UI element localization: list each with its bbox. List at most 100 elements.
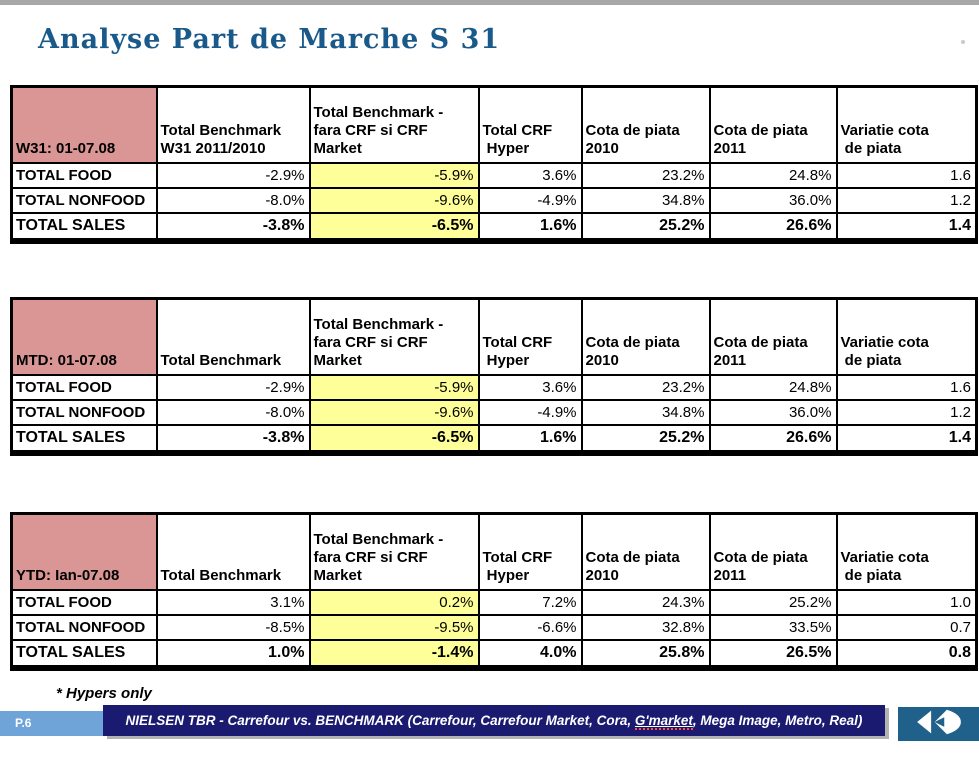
column-header: Total Benchmark - fara CRF si CRF Market: [308, 85, 480, 164]
carrefour-logo-bar: [898, 707, 979, 741]
data-cell: 3.6%: [477, 161, 583, 189]
data-cell: 25.2%: [580, 211, 711, 242]
row-label: TOTAL FOOD: [10, 373, 158, 401]
data-cell: 36.0%: [708, 398, 838, 426]
data-cell: 3.1%: [155, 588, 311, 616]
banner-text-gmarket: G'market: [634, 713, 693, 730]
column-header: Total Benchmark: [155, 512, 311, 591]
data-cell: -8.5%: [155, 613, 311, 641]
row-label: TOTAL NONFOOD: [10, 613, 158, 641]
table-row: TOTAL FOOD -2.9% -5.9% 3.6% 23.2% 24.8% 1.6: [10, 373, 978, 401]
data-cell: 26.5%: [708, 638, 838, 669]
column-header: Total CRF Hyper: [477, 512, 583, 591]
row-label: TOTAL FOOD: [10, 161, 158, 189]
data-cell: 0.2%: [308, 588, 480, 616]
data-cell: 0.7: [835, 613, 978, 641]
data-cell: -5.9%: [308, 161, 480, 189]
row-label: TOTAL FOOD: [10, 588, 158, 616]
data-cell: 3.6%: [477, 373, 583, 401]
table-w31: W31: 01-07.08 Total Benchmark W31 2011/20…: [10, 85, 978, 244]
data-cell: 1.0: [835, 588, 978, 616]
column-header: Total Benchmark - fara CRF si CRF Market: [308, 512, 480, 591]
data-cell: 32.8%: [580, 613, 711, 641]
top-border-strip: [0, 0, 979, 5]
table-ytd: YTD: Ian-07.08 Total Benchmark Total Bench…: [10, 512, 978, 671]
stray-mark: [961, 40, 965, 44]
data-cell: 25.2%: [708, 588, 838, 616]
data-cell: 25.2%: [580, 423, 711, 454]
data-cell: -5.9%: [308, 373, 480, 401]
data-cell: 34.8%: [580, 186, 711, 214]
table-row: TOTAL NONFOOD -8.5% -9.5% -6.6% 32.8% 33.5% 0.…: [10, 613, 978, 641]
data-cell: 1.2: [835, 398, 978, 426]
page-number: P.6: [15, 716, 32, 730]
data-cell: -6.6%: [477, 613, 583, 641]
column-header: Cota de piata 2010: [580, 297, 711, 376]
market-share-table: W31: 01-07.08 Total Benchmark W31 2011/20…: [10, 85, 978, 244]
column-header: Total Benchmark - fara CRF si CRF Market: [308, 297, 480, 376]
column-header: Total CRF Hyper: [477, 85, 583, 164]
table-row: TOTAL FOOD 3.1% 0.2% 7.2% 24.3% 25.2% 1.0: [10, 588, 978, 616]
data-cell: 24.8%: [708, 161, 838, 189]
data-cell: 1.4: [835, 423, 978, 454]
footnote-hypers-only: * Hypers only: [56, 685, 152, 702]
column-header: Cota de piata 2011: [708, 512, 838, 591]
column-header: Variatie cota de piata: [835, 512, 978, 591]
table-row: TOTAL SALES -3.8% -6.5% 1.6% 25.2% 26.6% 1.4: [10, 423, 978, 454]
market-share-table: YTD: Ian-07.08 Total Benchmark Total Bench…: [10, 512, 978, 671]
data-cell: 34.8%: [580, 398, 711, 426]
data-cell: 25.8%: [580, 638, 711, 669]
column-header: Cota de piata 2010: [580, 512, 711, 591]
period-cell: YTD: Ian-07.08: [10, 512, 158, 591]
banner-text-suffix: , Mega Image, Metro, Real): [692, 713, 863, 728]
row-label: TOTAL NONFOOD: [10, 186, 158, 214]
data-cell: 23.2%: [580, 373, 711, 401]
data-cell: -9.6%: [308, 398, 480, 426]
data-cell: -9.6%: [308, 186, 480, 214]
table-row: TOTAL SALES -3.8% -6.5% 1.6% 25.2% 26.6% 1.4: [10, 211, 978, 242]
data-cell: 1.0%: [155, 638, 311, 669]
carrefour-logo-icon: [915, 708, 963, 741]
data-cell: 4.0%: [477, 638, 583, 669]
table-row: TOTAL SALES 1.0% -1.4% 4.0% 25.8% 26.5% 0.8: [10, 638, 978, 669]
column-header: Total Benchmark: [155, 297, 311, 376]
table-row: TOTAL NONFOOD -8.0% -9.6% -4.9% 34.8% 36.0% 1.…: [10, 398, 978, 426]
table-mtd: MTD: 01-07.08 Total Benchmark Total Benchm…: [10, 297, 978, 456]
data-cell: -8.0%: [155, 186, 311, 214]
data-cell: 33.5%: [708, 613, 838, 641]
column-header: Variatie cota de piata: [835, 85, 978, 164]
data-cell: 1.6: [835, 161, 978, 189]
table-row: TOTAL NONFOOD -8.0% -9.6% -4.9% 34.8% 36.0% 1.…: [10, 186, 978, 214]
column-header: Total CRF Hyper: [477, 297, 583, 376]
data-cell: -8.0%: [155, 398, 311, 426]
data-cell: -2.9%: [155, 373, 311, 401]
data-cell: 1.6%: [477, 211, 583, 242]
data-cell: -2.9%: [155, 161, 311, 189]
row-label: TOTAL SALES: [10, 423, 158, 454]
row-label: TOTAL NONFOOD: [10, 398, 158, 426]
data-cell: 26.6%: [708, 211, 838, 242]
period-cell: MTD: 01-07.08: [10, 297, 158, 376]
row-label: TOTAL SALES: [10, 638, 158, 669]
data-cell: -4.9%: [477, 186, 583, 214]
column-header: Cota de piata 2011: [708, 85, 838, 164]
data-cell: 1.6%: [477, 423, 583, 454]
data-cell: -9.5%: [308, 613, 480, 641]
data-cell: 1.4: [835, 211, 978, 242]
data-cell: 1.6: [835, 373, 978, 401]
data-cell: 0.8: [835, 638, 978, 669]
data-cell: 24.3%: [580, 588, 711, 616]
data-cell: 24.8%: [708, 373, 838, 401]
data-cell: -4.9%: [477, 398, 583, 426]
data-cell: 23.2%: [580, 161, 711, 189]
table-row: TOTAL FOOD -2.9% -5.9% 3.6% 23.2% 24.8% 1.6: [10, 161, 978, 189]
column-header: Cota de piata 2010: [580, 85, 711, 164]
source-banner: NIELSEN TBR - Carrefour vs. BENCHMARK (C…: [103, 705, 885, 736]
data-cell: 26.6%: [708, 423, 838, 454]
data-cell: -3.8%: [155, 423, 311, 454]
column-header: Cota de piata 2011: [708, 297, 838, 376]
data-cell: 7.2%: [477, 588, 583, 616]
data-cell: -6.5%: [308, 423, 480, 454]
row-label: TOTAL SALES: [10, 211, 158, 242]
